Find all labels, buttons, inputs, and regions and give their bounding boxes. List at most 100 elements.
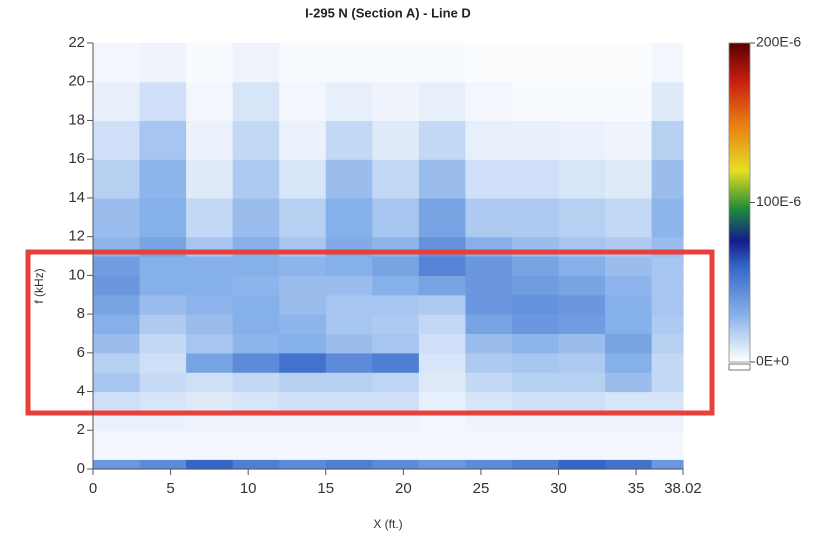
heatmap-cell [233, 198, 280, 237]
heatmap-cell [652, 430, 684, 460]
y-tick-label: 16 [68, 150, 85, 167]
heatmap-cell [326, 392, 373, 412]
heatmap-cell [279, 353, 326, 373]
heatmap-cell [186, 120, 233, 159]
heatmap-cell [326, 256, 373, 276]
heatmap-cell [140, 120, 187, 159]
heatmap-cell [140, 256, 187, 276]
heatmap-cell [233, 372, 280, 392]
colorbar [729, 43, 750, 362]
heatmap-cell [559, 295, 606, 315]
heatmap-cell [605, 459, 652, 469]
heatmap-cell [372, 159, 419, 198]
heatmap-cell [372, 430, 419, 460]
heatmap-cell [559, 256, 606, 276]
heatmap-cell [279, 120, 326, 159]
heatmap-cell [372, 198, 419, 237]
heatmap-cell [233, 120, 280, 159]
heatmap-cell [419, 120, 466, 159]
heatmap-cell [652, 392, 684, 412]
heatmap-cell [233, 82, 280, 121]
heatmap-cell [419, 372, 466, 392]
heatmap-cell [279, 82, 326, 121]
heatmap-cell [605, 82, 652, 121]
heatmap-cell [140, 82, 187, 121]
heatmap-cell [605, 372, 652, 392]
heatmap-cell [372, 372, 419, 392]
heatmap-cell [512, 314, 559, 334]
heatmap-cell [279, 275, 326, 295]
heatmap-cell [465, 159, 512, 198]
heatmap-cell [186, 333, 233, 353]
heatmap-cell [419, 333, 466, 353]
heatmap-cell [372, 314, 419, 334]
heatmap-cell [233, 392, 280, 412]
heatmap-cell [372, 43, 419, 82]
y-tick-label: 22 [68, 34, 85, 51]
heatmap-cell [140, 198, 187, 237]
x-tick-label: 10 [240, 480, 257, 497]
heatmap-cell [559, 159, 606, 198]
heatmap-cell [140, 430, 187, 460]
x-tick-label: 38.02 [664, 480, 702, 497]
heatmap-cell [279, 159, 326, 198]
heatmap-cell [372, 120, 419, 159]
heatmap-cell [279, 333, 326, 353]
heatmap-cell [465, 120, 512, 159]
y-tick-label: 20 [68, 73, 85, 90]
heatmap-cell [465, 372, 512, 392]
heatmap-cell [465, 459, 512, 469]
heatmap-cell [186, 314, 233, 334]
heatmap-cell [419, 159, 466, 198]
heatmap [93, 43, 684, 470]
heatmap-cell [512, 430, 559, 460]
heatmap-cell [605, 120, 652, 159]
colorbar-underflow [729, 364, 750, 370]
y-tick-label: 8 [77, 305, 85, 322]
y-tick-label: 18 [68, 111, 85, 128]
heatmap-cell [652, 295, 684, 315]
heatmap-cell [559, 430, 606, 460]
x-tick-label: 20 [395, 480, 412, 497]
heatmap-cell [652, 120, 684, 159]
heatmap-cell [186, 256, 233, 276]
heatmap-cell [465, 275, 512, 295]
heatmap-cell [512, 120, 559, 159]
heatmap-cell [512, 333, 559, 353]
y-tick-label: 14 [68, 189, 85, 206]
heatmap-cell [652, 372, 684, 392]
heatmap-cell [652, 43, 684, 82]
heatmap-cell [512, 392, 559, 412]
heatmap-cell [465, 392, 512, 412]
heatmap-cell [186, 275, 233, 295]
y-tick-label: 10 [68, 266, 85, 283]
heatmap-cell [559, 198, 606, 237]
heatmap-cell [652, 275, 684, 295]
heatmap-cell [465, 256, 512, 276]
heatmap-cell [652, 314, 684, 334]
y-tick-label: 12 [68, 228, 85, 245]
chart-title: I-295 N (Section A) - Line D [305, 5, 471, 20]
heatmap-cell [559, 372, 606, 392]
heatmap-cell [186, 295, 233, 315]
heatmap-cell [233, 353, 280, 373]
x-tick-label: 35 [628, 480, 645, 497]
heatmap-cell [559, 392, 606, 412]
heatmap-cell [512, 372, 559, 392]
y-tick-label: 2 [77, 421, 85, 438]
heatmap-cell [93, 256, 140, 276]
heatmap-cell [605, 198, 652, 237]
heatmap-cell [186, 159, 233, 198]
heatmap-cell [419, 198, 466, 237]
heatmap-cell [140, 275, 187, 295]
y-axis-label: f (kHz) [32, 268, 46, 303]
heatmap-cell [652, 333, 684, 353]
heatmap-cell [512, 275, 559, 295]
heatmap-cell [465, 353, 512, 373]
heatmap-cell [465, 198, 512, 237]
heatmap-cell [186, 372, 233, 392]
heatmap-cell [559, 333, 606, 353]
heatmap-cell [233, 256, 280, 276]
heatmap-cell [326, 295, 373, 315]
heatmap-cell [186, 43, 233, 82]
